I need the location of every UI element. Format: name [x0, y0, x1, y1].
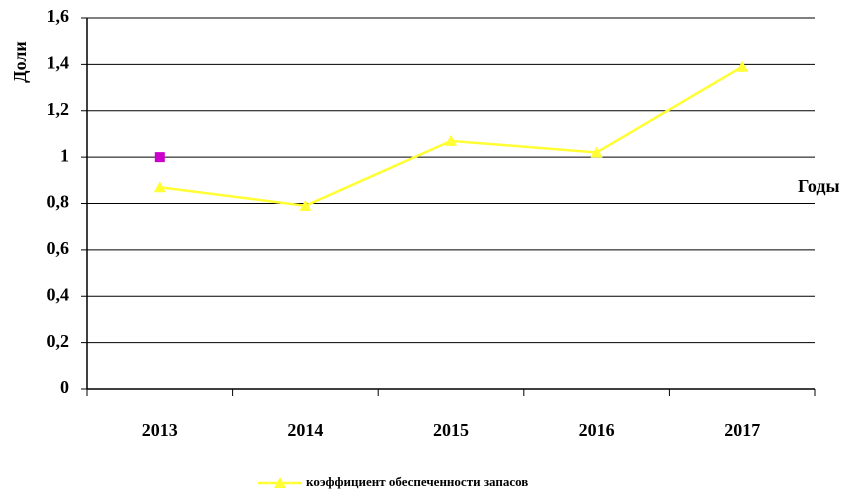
point: [736, 60, 749, 72]
point: [445, 134, 457, 146]
x-axis-label: Годы: [798, 176, 840, 196]
y-tick-label: 0,2: [47, 331, 70, 351]
point: [274, 477, 286, 488]
point: [590, 146, 603, 158]
y-tick-label: 1,4: [47, 53, 70, 73]
y-tick-label: 0,8: [47, 192, 70, 212]
point: [299, 199, 312, 211]
x-tick-label: 2016: [579, 420, 615, 440]
x-tick-label: 2013: [142, 420, 178, 440]
y-tick-label: 0,4: [47, 284, 70, 304]
y-tick-label: 0: [60, 377, 69, 397]
y-tick-label: 1,2: [47, 99, 70, 119]
y-tick-label: 1: [60, 145, 69, 165]
y-axis-label: Доли: [10, 41, 30, 83]
x-tick-label: 2014: [287, 420, 323, 440]
point: [153, 181, 166, 193]
point: [154, 152, 165, 163]
y-tick-label: 1,6: [47, 6, 70, 26]
legend-label: коэффициент обеспеченности запасов: [306, 474, 528, 489]
y-tick-label: 0,6: [47, 238, 70, 258]
x-tick-label: 2015: [433, 420, 469, 440]
x-tick-label: 2017: [724, 420, 760, 440]
